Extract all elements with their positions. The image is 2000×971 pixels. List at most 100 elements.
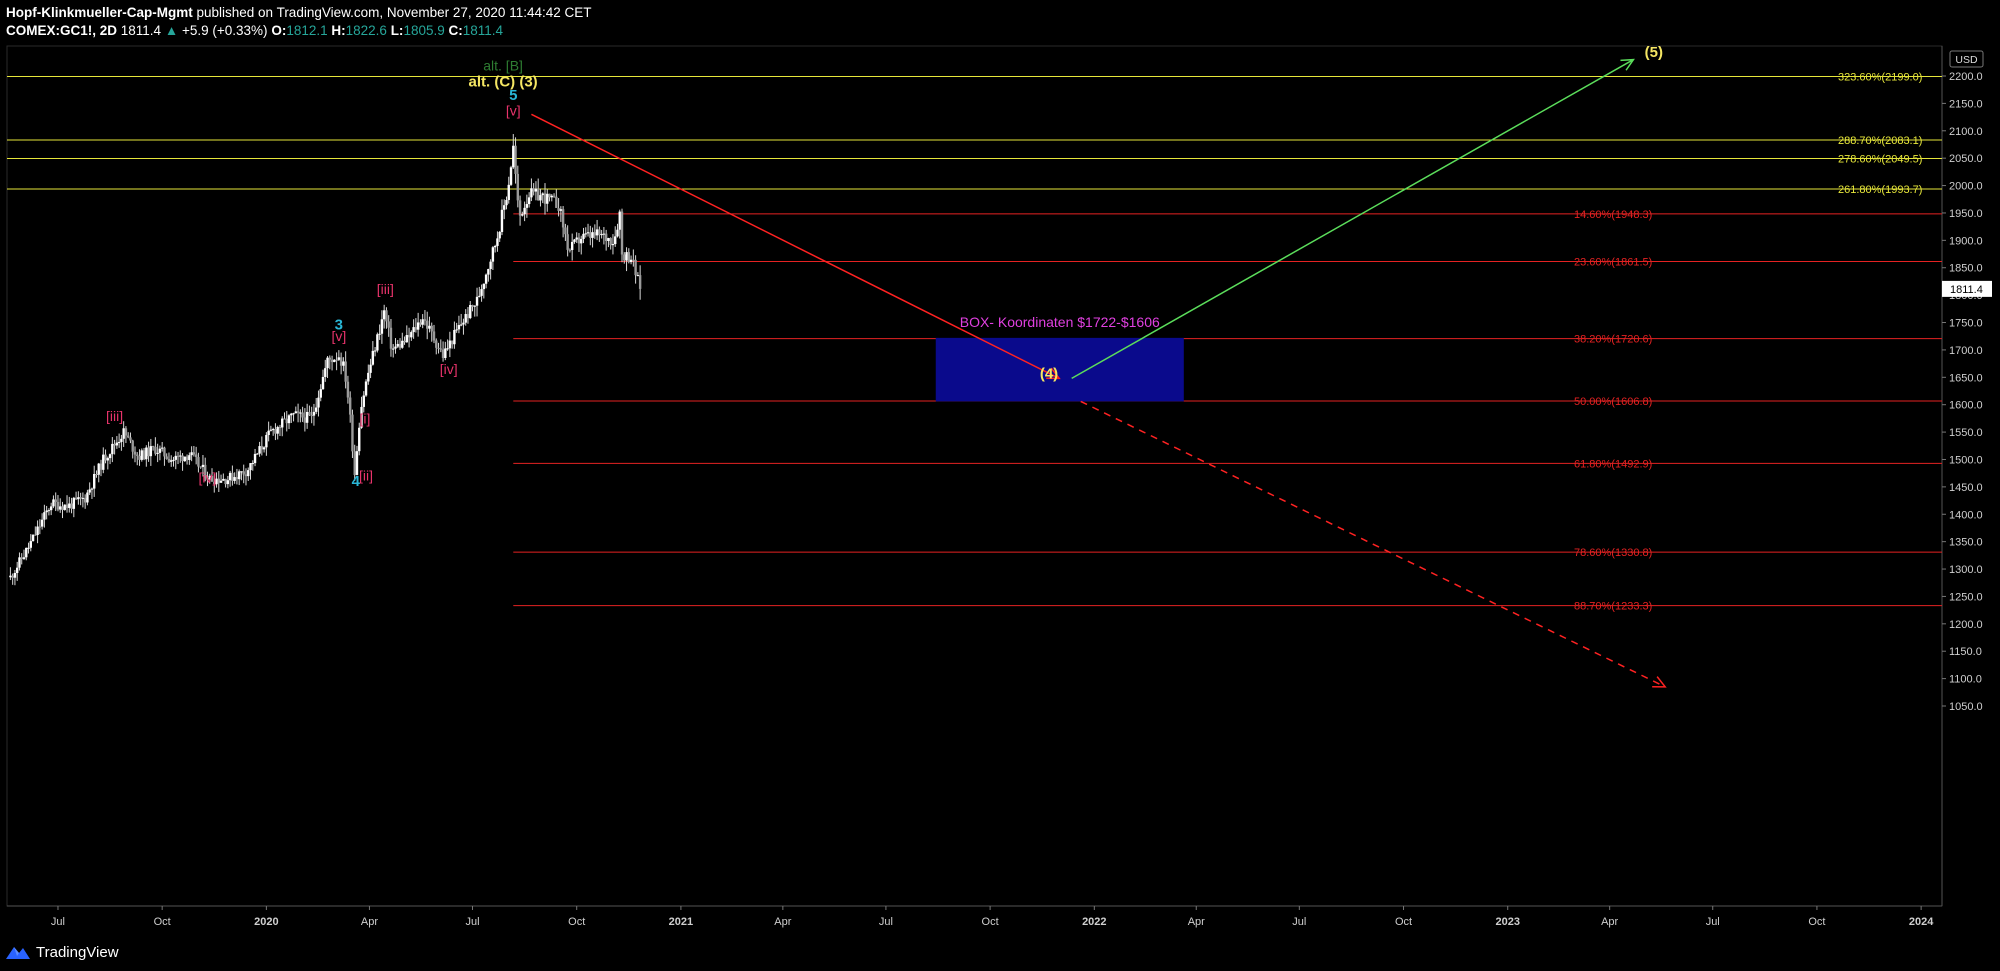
candle-155: [360, 396, 363, 429]
y-tick-label-21: 2100.0: [1949, 126, 1983, 138]
y-tick-label-3: 1200.0: [1949, 619, 1983, 631]
candle-110: [258, 441, 261, 457]
candle-164: [380, 310, 384, 344]
candle-149: [346, 375, 350, 404]
candle-250: [575, 232, 578, 243]
candle-31: [79, 492, 82, 506]
candle-254: [584, 227, 587, 238]
candle-150: [348, 391, 352, 423]
x-tick-label-12: Jul: [1292, 916, 1306, 928]
x-tick-label-16: Jul: [1706, 916, 1720, 928]
candle-25: [65, 495, 69, 513]
candle-240: [552, 193, 556, 198]
candle-60: [145, 445, 148, 467]
candle-172: [398, 338, 402, 350]
candle-23: [61, 501, 64, 519]
candle-51: [124, 426, 128, 443]
candle-119: [278, 424, 282, 437]
y-tick-label-10: 1550.0: [1949, 427, 1983, 439]
tradingview-footer[interactable]: TradingView: [6, 942, 119, 962]
candle-81: [192, 445, 196, 457]
candle-168: [389, 318, 393, 357]
candle-160: [371, 341, 375, 366]
candle-41: [102, 447, 105, 474]
candle-98: [231, 465, 234, 486]
wave-label-13: (4): [1040, 365, 1058, 382]
candle-252: [580, 235, 583, 255]
fib-label-9: 78.60%(1330.8): [1574, 547, 1652, 559]
candles: [9, 134, 642, 586]
candle-217: [500, 199, 504, 236]
candle-100: [235, 468, 239, 485]
candle-193: [446, 339, 449, 351]
wave-label-2: 5: [509, 87, 517, 104]
candle-73: [174, 451, 177, 470]
wave-label-12: 4: [352, 473, 361, 490]
y-tick-label-11: 1600.0: [1949, 400, 1983, 412]
candle-107: [251, 460, 254, 471]
candle-125: [292, 412, 295, 422]
fib-label-0: 323.60%(2199.0): [1838, 72, 1922, 84]
candle-140: [326, 356, 329, 379]
candle-264: [607, 237, 610, 248]
candle-145: [337, 350, 341, 361]
x-tick-label-10: 2022: [1082, 916, 1106, 928]
candle-175: [405, 325, 409, 343]
candle-40: [99, 459, 103, 477]
x-tick-label-2: 2020: [254, 916, 278, 928]
candle-185: [428, 316, 431, 333]
target-box[interactable]: [935, 337, 1184, 402]
y-tick-label-7: 1400.0: [1949, 509, 1983, 521]
candle-255: [586, 223, 590, 237]
currency-badge[interactable]: USD: [1949, 50, 1984, 68]
candle-50: [122, 421, 125, 447]
candle-244: [561, 206, 565, 238]
author-name[interactable]: Hopf-Klinkmueller-Cap-Mgmt: [6, 5, 193, 20]
candle-209: [482, 283, 486, 299]
candle-177: [410, 330, 413, 341]
candle-54: [131, 439, 134, 459]
candle-195: [450, 340, 454, 349]
candle-208: [480, 284, 483, 302]
candle-3: [15, 561, 19, 581]
candle-39: [97, 462, 100, 483]
candle-153: [355, 445, 359, 476]
high-label: H:: [331, 23, 346, 38]
symbol-label[interactable]: COMEX:GC1!, 2D: [6, 23, 118, 38]
candle-72: [172, 456, 175, 467]
candle-199: [459, 313, 463, 327]
candle-82: [194, 446, 198, 465]
candle-14: [40, 513, 44, 530]
candle-243: [559, 206, 563, 222]
candle-29: [74, 491, 78, 501]
candle-215: [496, 231, 499, 252]
y-tick-label-5: 1300.0: [1949, 564, 1983, 576]
wave-label-14: (5): [1645, 44, 1663, 61]
candle-130: [303, 408, 307, 432]
candle-206: [475, 287, 479, 317]
candle-16: [45, 505, 48, 520]
candle-83: [197, 452, 200, 473]
candle-57: [138, 449, 141, 466]
x-tick-label-0: Jul: [51, 916, 65, 928]
arrow-red-solid[interactable]: [531, 113, 1061, 380]
candle-77: [183, 456, 187, 462]
arrow-red-dashed[interactable]: [1080, 400, 1667, 688]
candle-180: [416, 312, 420, 337]
candle-91: [215, 472, 218, 488]
price-axis[interactable]: 1050.0 1100.0 1150.0 1200.0 1250.0 1300.0 1350…: [1942, 71, 1983, 713]
candle-15: [43, 504, 46, 528]
time-axis[interactable]: Jul Oct 2020 Apr Jul Oct 2021 Apr Jul Oct 2022 Apr J…: [51, 906, 1934, 928]
candle-196: [453, 321, 456, 349]
candle-154: [358, 422, 361, 456]
candle-66: [158, 445, 162, 461]
candle-71: [170, 455, 173, 467]
candle-26: [68, 496, 71, 513]
candle-88: [208, 473, 211, 484]
candle-232: [534, 181, 538, 201]
fib-label-7: 50.00%(1606.8): [1574, 396, 1652, 408]
close-label: C:: [448, 23, 463, 38]
arrow-green-solid[interactable]: [1071, 58, 1635, 380]
candle-58: [140, 448, 143, 462]
